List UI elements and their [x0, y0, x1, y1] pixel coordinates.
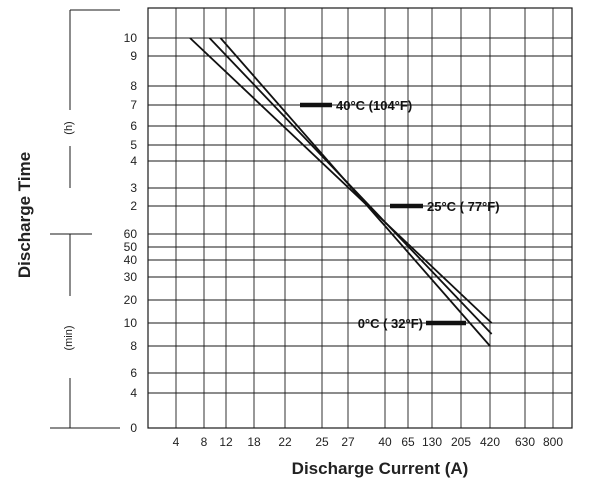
y-tick-label: 60: [124, 227, 138, 241]
x-tick-label: 800: [543, 435, 563, 449]
x-tick-label: 130: [422, 435, 442, 449]
y-tick-label: 4: [130, 154, 137, 168]
series-annotations: 40°C (104°F) 25°C ( 77°F) 0°C ( 32°F): [300, 98, 500, 331]
y-tick-label: 10: [124, 31, 138, 45]
series-lines: [189, 37, 493, 347]
x-tick-label: 420: [480, 435, 500, 449]
y-tick-label: 5: [130, 138, 137, 152]
y-tick-label: 2: [130, 199, 137, 213]
y-unit-hours: (h): [63, 121, 75, 134]
x-tick-label: 12: [219, 435, 233, 449]
x-tick-label: 8: [201, 435, 208, 449]
x-tick-label: 22: [278, 435, 292, 449]
y-tick-label: 50: [124, 240, 138, 254]
x-tick-label: 40: [378, 435, 392, 449]
y-tick-label: 6: [130, 366, 137, 380]
y-tick-label: 9: [130, 49, 137, 63]
x-tick-label: 25: [315, 435, 329, 449]
x-tick-label: 27: [341, 435, 355, 449]
x-axis-title: Discharge Current (A): [292, 459, 469, 478]
y-tick-label: 8: [130, 339, 137, 353]
x-tick-label: 18: [247, 435, 261, 449]
y-axis-title: Discharge Time: [15, 152, 34, 278]
y-tick-label: 10: [124, 316, 138, 330]
series-label: 40°C (104°F): [336, 98, 412, 113]
y-tick-label: 20: [124, 293, 138, 307]
y-tick-label: 7: [130, 98, 137, 112]
x-tick-label: 65: [401, 435, 415, 449]
series-label: 25°C ( 77°F): [427, 199, 500, 214]
y-tick-label: 0: [130, 421, 137, 435]
grid: [148, 8, 572, 428]
y-tick-label: 8: [130, 79, 137, 93]
x-tick-label: 205: [451, 435, 471, 449]
y-tick-label: 40: [124, 253, 138, 267]
y-tick-label: 4: [130, 386, 137, 400]
x-tick-labels: 4 8 12 18 22 25 27 40 65 130 205 420 630 800: [173, 435, 564, 449]
y-bracket: [50, 9, 120, 429]
x-tick-label: 630: [515, 435, 535, 449]
series-line: [189, 37, 493, 324]
y-tick-label: 30: [124, 270, 138, 284]
y-tick-label: 6: [130, 119, 137, 133]
x-tick-label: 4: [173, 435, 180, 449]
y-tick-label: 3: [130, 181, 137, 195]
y-unit-minutes: (min): [63, 325, 75, 350]
plot-frame: [147, 7, 573, 429]
series-line: [219, 37, 491, 347]
series-label: 0°C ( 32°F): [358, 316, 423, 331]
